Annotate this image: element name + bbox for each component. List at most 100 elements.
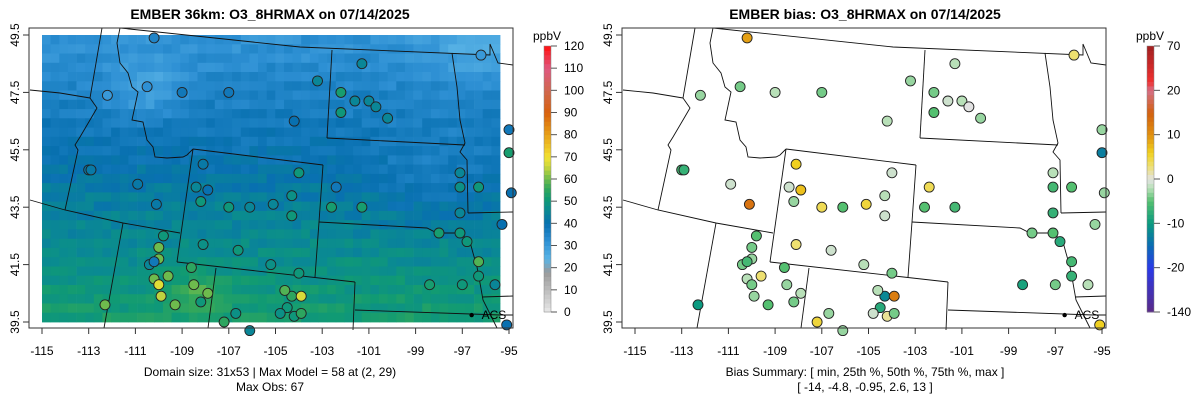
field-cell (387, 155, 397, 166)
station-marker (879, 190, 891, 202)
station-marker (928, 86, 940, 98)
field-cell (482, 275, 492, 286)
state-boundary (622, 89, 684, 99)
field-cell (67, 303, 77, 314)
field-cell (361, 173, 371, 184)
field-cell (413, 257, 423, 267)
field-cell (188, 294, 198, 304)
colorbar-segment (1147, 298, 1154, 304)
colorbar-tick-label: 0 (1167, 172, 1174, 186)
axes: -115 -113 -111 -109 -107 -105 -103 -101 -99 -97 -9… (8, 23, 518, 358)
station-marker (956, 95, 968, 107)
field-cell (448, 303, 458, 314)
field-cell (180, 312, 190, 323)
field-cell (422, 257, 432, 267)
field-cell (163, 247, 172, 258)
field-cell (163, 210, 172, 221)
field-cell (85, 81, 95, 91)
y-tick-label: 49.5 (8, 23, 22, 47)
field-cell (430, 303, 440, 314)
colorbar-segment (544, 254, 551, 260)
field-cell (197, 229, 207, 240)
field-cell (309, 275, 319, 286)
field-cell (258, 99, 267, 110)
field-cell (344, 303, 354, 314)
field-cell (76, 257, 86, 267)
field-cell (465, 146, 475, 156)
field-cell (154, 118, 164, 128)
field-cell (137, 192, 147, 203)
field-cell (456, 53, 466, 64)
field-cell (188, 155, 198, 166)
field-cell (430, 136, 440, 147)
field-cell (448, 266, 458, 277)
field-cell (456, 109, 466, 119)
field-cell (327, 229, 337, 240)
field-cell (387, 109, 397, 119)
state-boundary (622, 199, 774, 234)
colorbar-segment (544, 249, 551, 255)
field-cell (249, 109, 259, 119)
field-cell (422, 303, 432, 314)
field-cell (353, 146, 363, 156)
field-cell (111, 72, 121, 82)
field-cell (275, 257, 285, 267)
field-cell (137, 62, 147, 73)
field-cell (258, 201, 267, 212)
field-cell (422, 72, 432, 82)
colorbar-units: ppbV (1136, 29, 1164, 43)
field-cell (76, 127, 86, 138)
field-cell (482, 90, 492, 101)
field-cell (76, 99, 86, 110)
field-cell (292, 62, 302, 73)
field-cell (327, 257, 337, 267)
field-cell (353, 155, 363, 166)
field-cell (309, 312, 319, 323)
field-cell (59, 192, 69, 203)
field-cell (214, 183, 224, 193)
field-cell (188, 44, 198, 54)
field-cell (482, 99, 492, 110)
x-tick-label: -113 (77, 344, 100, 358)
field-cell (413, 155, 423, 166)
field-cell (128, 173, 138, 184)
field-cell (119, 164, 129, 175)
field-cell (214, 285, 224, 295)
field-cell (85, 247, 95, 258)
field-cell (404, 173, 414, 184)
field-cell (318, 257, 328, 267)
field-cell (396, 257, 406, 267)
field-cell (59, 155, 69, 166)
field-cell (232, 53, 242, 64)
field-cell (266, 247, 276, 258)
field-cell (249, 155, 259, 166)
field-cell (396, 72, 406, 82)
station-marker (905, 75, 916, 87)
field-cell (379, 266, 388, 277)
field-cell (163, 72, 172, 82)
field-cell (309, 266, 319, 277)
field-cell (119, 90, 129, 101)
station-marker (816, 201, 828, 213)
field-cell (422, 136, 432, 147)
station-marker (816, 86, 828, 98)
field-cell (309, 164, 319, 175)
field-cell (258, 173, 267, 184)
field-cell (180, 81, 190, 91)
colorbar-segment (544, 63, 551, 69)
field-cell (370, 266, 380, 277)
field-cell (102, 99, 112, 110)
field-cell (180, 118, 190, 128)
field-cell (361, 285, 371, 295)
field-cell (232, 229, 242, 240)
field-cell (309, 210, 319, 221)
field-cell (67, 257, 77, 267)
field-cell (439, 146, 449, 156)
station-marker (286, 190, 298, 202)
field-cell (188, 220, 198, 230)
field-cell (361, 210, 371, 221)
field-cell (448, 62, 458, 73)
colorbar-segment (544, 276, 551, 282)
field-cell (448, 90, 458, 101)
field-cell (344, 257, 354, 267)
